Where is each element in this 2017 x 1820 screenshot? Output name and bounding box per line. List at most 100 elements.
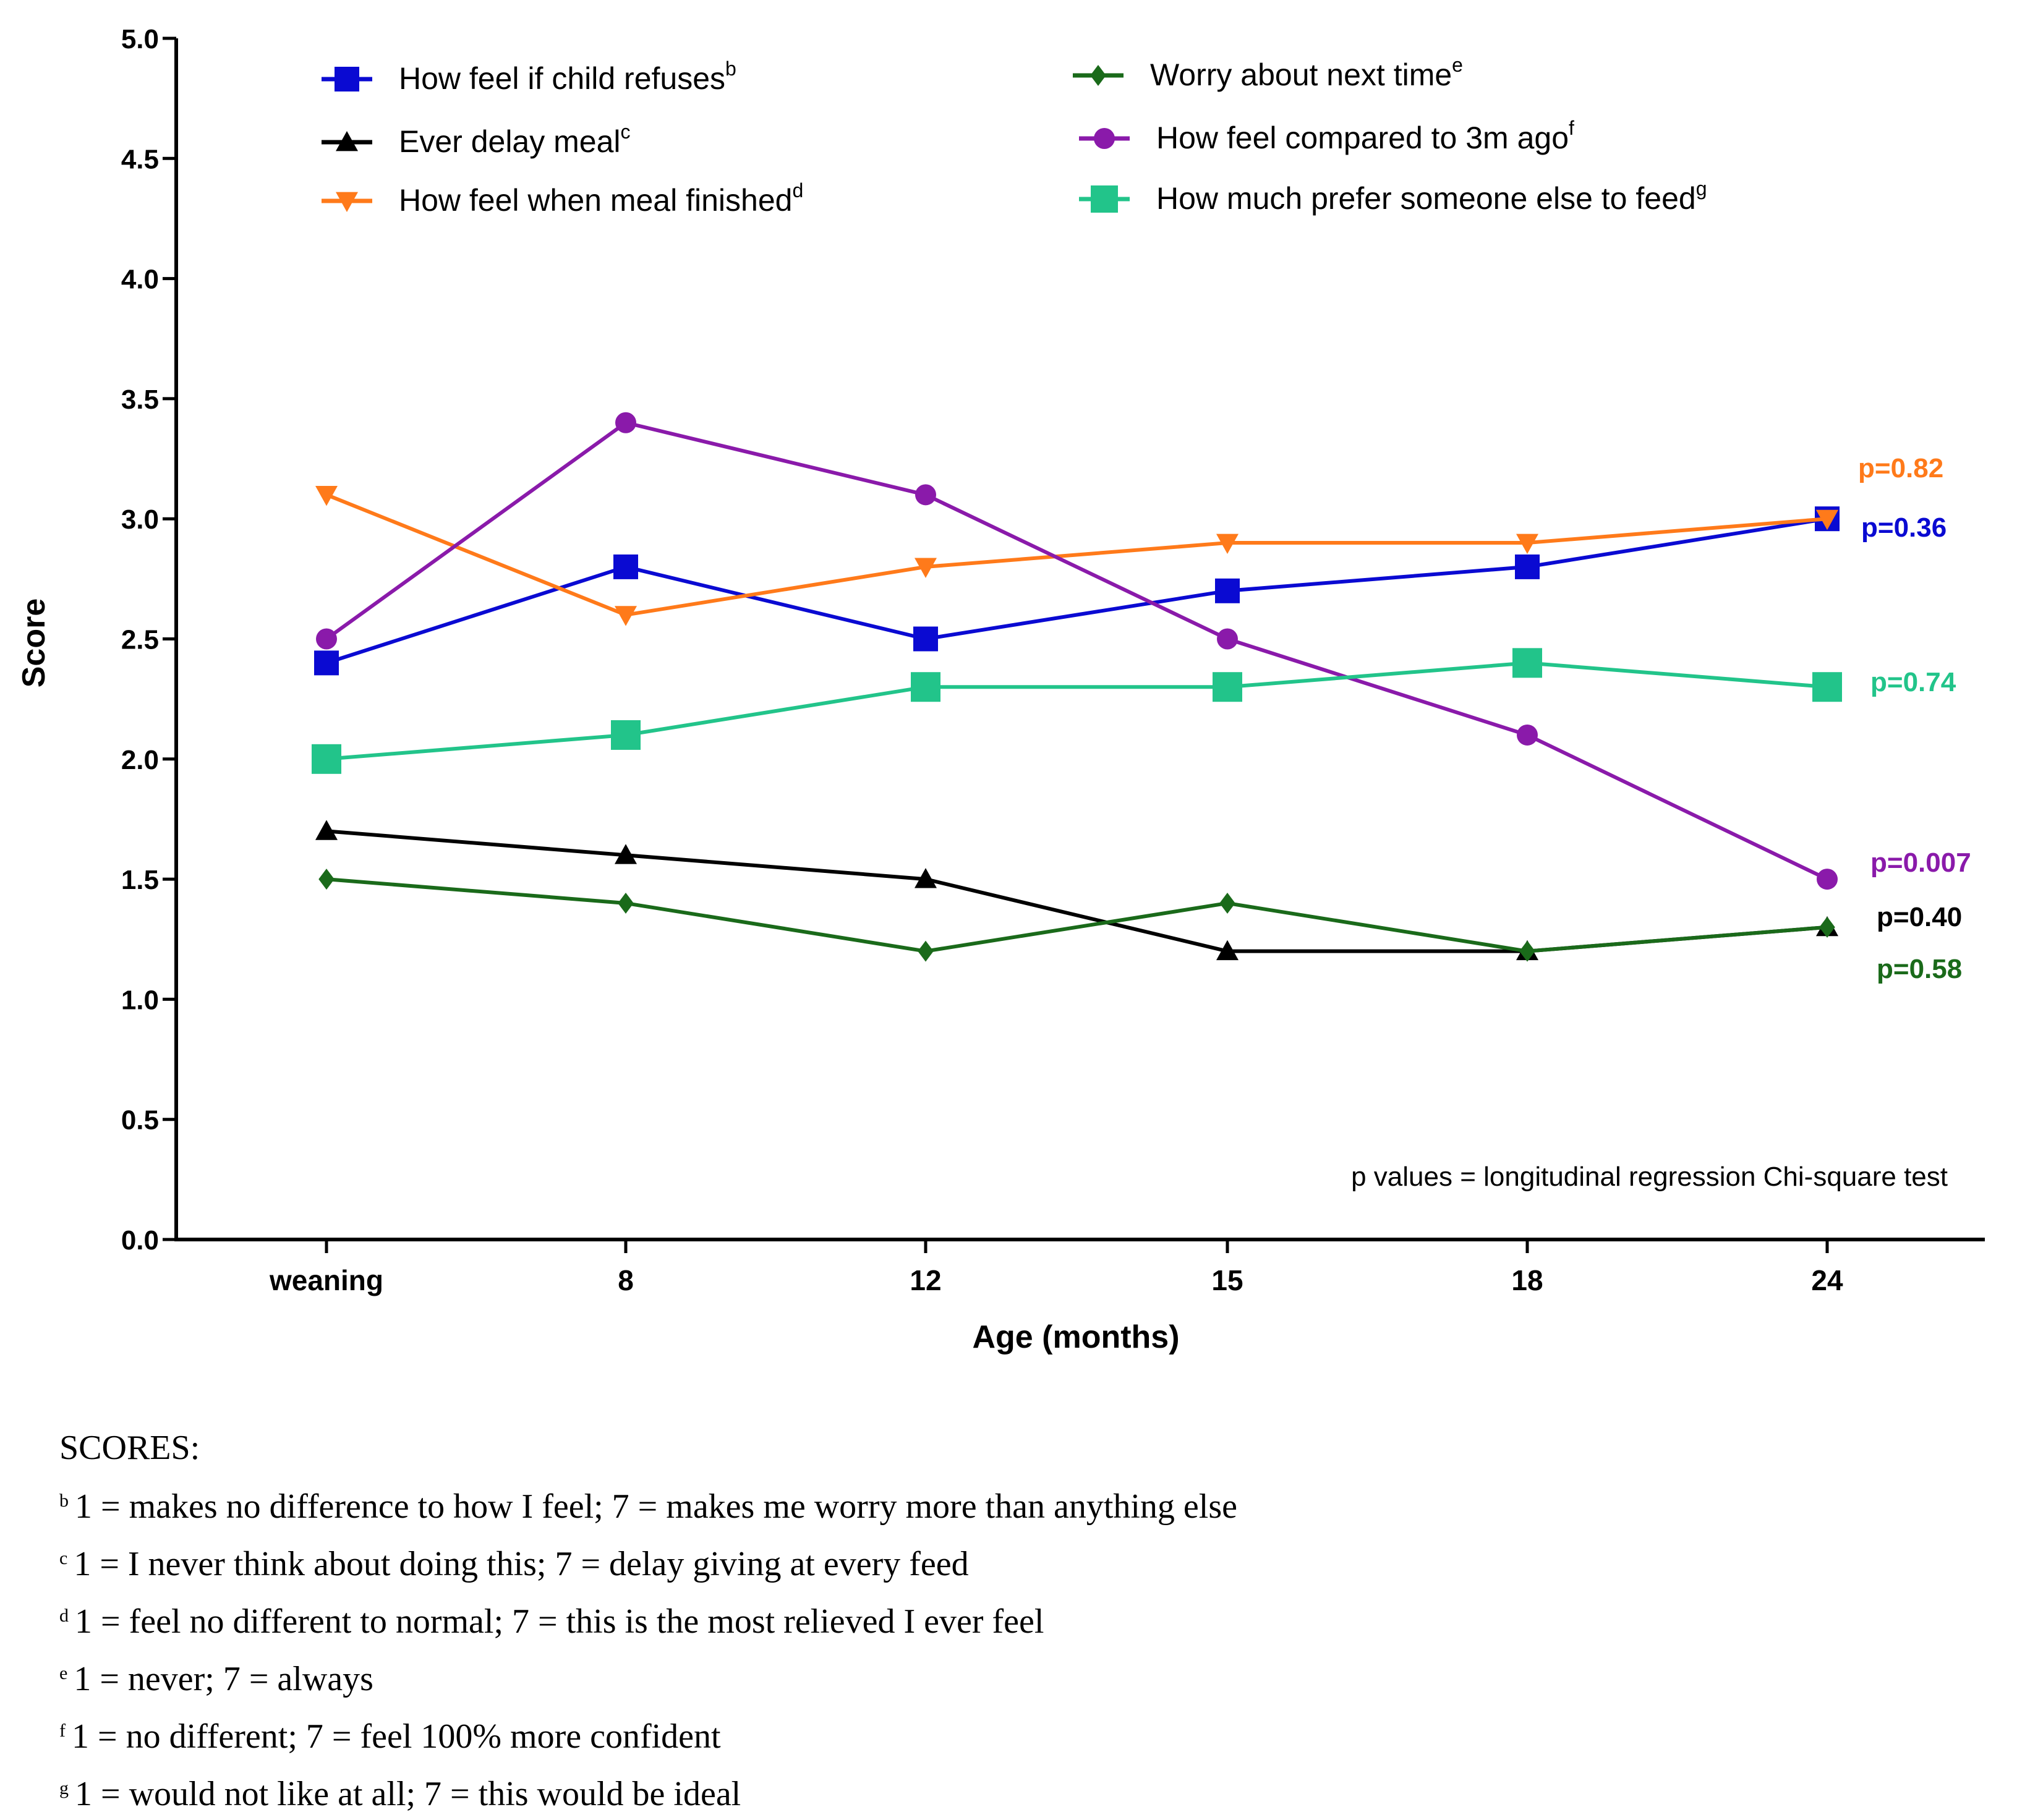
footnote-text: 1 = never; 7 = always xyxy=(74,1660,373,1698)
footnote-marker: c xyxy=(59,1548,68,1568)
legend-item: Worry about next timee xyxy=(1073,54,1463,92)
annotation-note: p values = longitudinal regression Chi-s… xyxy=(1351,1162,1948,1192)
y-axis-label: Score xyxy=(16,598,52,688)
y-tick-label: 4.5 xyxy=(121,144,159,174)
legend-marker xyxy=(336,192,358,212)
data-point xyxy=(911,672,940,702)
series-line xyxy=(326,829,1828,953)
p-value-label: p=0.74 xyxy=(1870,667,1956,697)
score-footnote: f 1 = no different; 7 = feel 100% more co… xyxy=(59,1705,1237,1763)
scores-footnotes: SCORES: b 1 = makes no difference to how … xyxy=(59,1422,1237,1820)
data-point xyxy=(1215,578,1240,603)
data-point xyxy=(615,844,637,864)
data-point xyxy=(1216,534,1239,555)
footnote-marker: b xyxy=(59,1490,69,1511)
footnote-marker: f xyxy=(59,1720,66,1741)
y-tick-label: 2.5 xyxy=(121,625,159,655)
y-tick-label: 5.0 xyxy=(121,24,159,54)
data-point xyxy=(915,484,936,506)
data-point xyxy=(1817,869,1838,890)
y-tick-label: 1.5 xyxy=(121,865,159,895)
data-point xyxy=(611,720,641,750)
score-footnote: b 1 = makes no difference to how I feel; … xyxy=(59,1475,1237,1533)
p-value-label: p=0.40 xyxy=(1877,902,1962,932)
y-tick-label: 3.0 xyxy=(121,504,159,535)
legend-item: Ever delay mealc xyxy=(322,121,631,159)
data-point xyxy=(915,868,937,888)
series-0 xyxy=(314,506,1840,676)
y-tick-label: 1.0 xyxy=(121,985,159,1015)
series-line xyxy=(326,877,1828,953)
legend-marker xyxy=(1094,128,1115,149)
legend-item: How feel compared to 3m agof xyxy=(1079,117,1574,155)
footnote-marker: d xyxy=(59,1605,69,1626)
p-values: p=0.36 p=0.40 p=0.82 p=0.58 p=0.007 p=0.74 xyxy=(1858,453,1971,984)
data-point xyxy=(913,626,938,652)
legend-marker xyxy=(336,131,358,151)
series-4 xyxy=(316,412,1838,890)
p-value-label: p=0.58 xyxy=(1877,954,1962,984)
legend: How feel if child refusesb Ever delay mea… xyxy=(322,54,1707,218)
series-5 xyxy=(312,648,1842,774)
footnote-marker: g xyxy=(59,1778,69,1798)
data-point xyxy=(315,820,338,840)
series-2 xyxy=(315,485,1838,626)
data-point xyxy=(1812,672,1842,702)
data-point xyxy=(1517,724,1538,746)
series-1 xyxy=(315,820,1838,961)
data-point xyxy=(915,558,937,578)
footnote-marker: e xyxy=(59,1663,68,1683)
y-tick-label: 4.0 xyxy=(121,265,159,295)
legend-label: Worry about next timee xyxy=(1150,54,1463,92)
axes: 0.0 0.5 1.0 1.5 2.0 2.5 3.0 3.5 4.0 4.5 5.0 weaning… xyxy=(121,24,1985,1296)
x-axis-label: Age (months) xyxy=(972,1319,1179,1355)
x-tick-label: 8 xyxy=(618,1264,634,1296)
y-tick-label: 3.5 xyxy=(121,385,159,415)
y-tick-label: 2.0 xyxy=(121,745,159,775)
data-point xyxy=(318,869,335,890)
legend-label: How much prefer someone else to feedg xyxy=(1156,177,1707,216)
data-point xyxy=(1816,509,1838,530)
footnote-text: 1 = makes no difference to how I feel; 7… xyxy=(75,1487,1237,1526)
x-tick-label: 18 xyxy=(1511,1264,1543,1296)
series-line xyxy=(326,661,1828,761)
score-footnote: e 1 = never; 7 = always xyxy=(59,1648,1237,1705)
score-footnote: d 1 = feel no different to normal; 7 = th… xyxy=(59,1590,1237,1648)
y-tick-label: 0.0 xyxy=(121,1225,159,1256)
series-line xyxy=(326,517,1828,665)
legend-marker xyxy=(1091,185,1118,213)
x-tick-label: 15 xyxy=(1211,1264,1243,1296)
footnote-text: 1 = feel no different to normal; 7 = thi… xyxy=(75,1602,1044,1641)
series-layer xyxy=(312,412,1842,962)
data-point xyxy=(1219,892,1235,914)
series-line xyxy=(325,420,1828,881)
data-point xyxy=(1519,940,1535,962)
legend-label: How feel when meal finishedd xyxy=(399,179,803,218)
legend-marker xyxy=(335,67,359,91)
legend-label: How feel compared to 3m agof xyxy=(1156,117,1574,155)
data-point xyxy=(1512,648,1542,678)
data-point xyxy=(615,606,637,626)
footnote-text: 1 = no different; 7 = feel 100% more con… xyxy=(72,1717,721,1756)
data-point xyxy=(1819,916,1835,938)
data-point xyxy=(315,485,338,506)
data-point xyxy=(316,628,337,650)
p-value-label: p=0.007 xyxy=(1870,848,1971,878)
data-point xyxy=(613,554,638,579)
x-tick-label: 24 xyxy=(1811,1264,1843,1296)
scores-heading: SCORES: xyxy=(59,1429,200,1467)
score-footnote: c 1 = I never think about doing this; 7 =… xyxy=(59,1533,1237,1590)
footnote-text: 1 = would not like at all; 7 = this woul… xyxy=(75,1775,741,1813)
p-value-label: p=0.36 xyxy=(1861,512,1947,543)
p-value-label: p=0.82 xyxy=(1858,453,1943,483)
legend-item: How feel if child refusesb xyxy=(322,57,736,96)
data-point xyxy=(918,940,934,962)
x-tick-label: weaning xyxy=(269,1264,383,1296)
data-point xyxy=(1217,628,1238,650)
legend-label: How feel if child refusesb xyxy=(399,57,736,96)
data-point xyxy=(1213,672,1242,702)
data-point xyxy=(1515,554,1540,579)
y-tick-label: 0.5 xyxy=(121,1105,159,1136)
data-point xyxy=(615,412,636,433)
x-tick-label: 12 xyxy=(910,1264,941,1296)
